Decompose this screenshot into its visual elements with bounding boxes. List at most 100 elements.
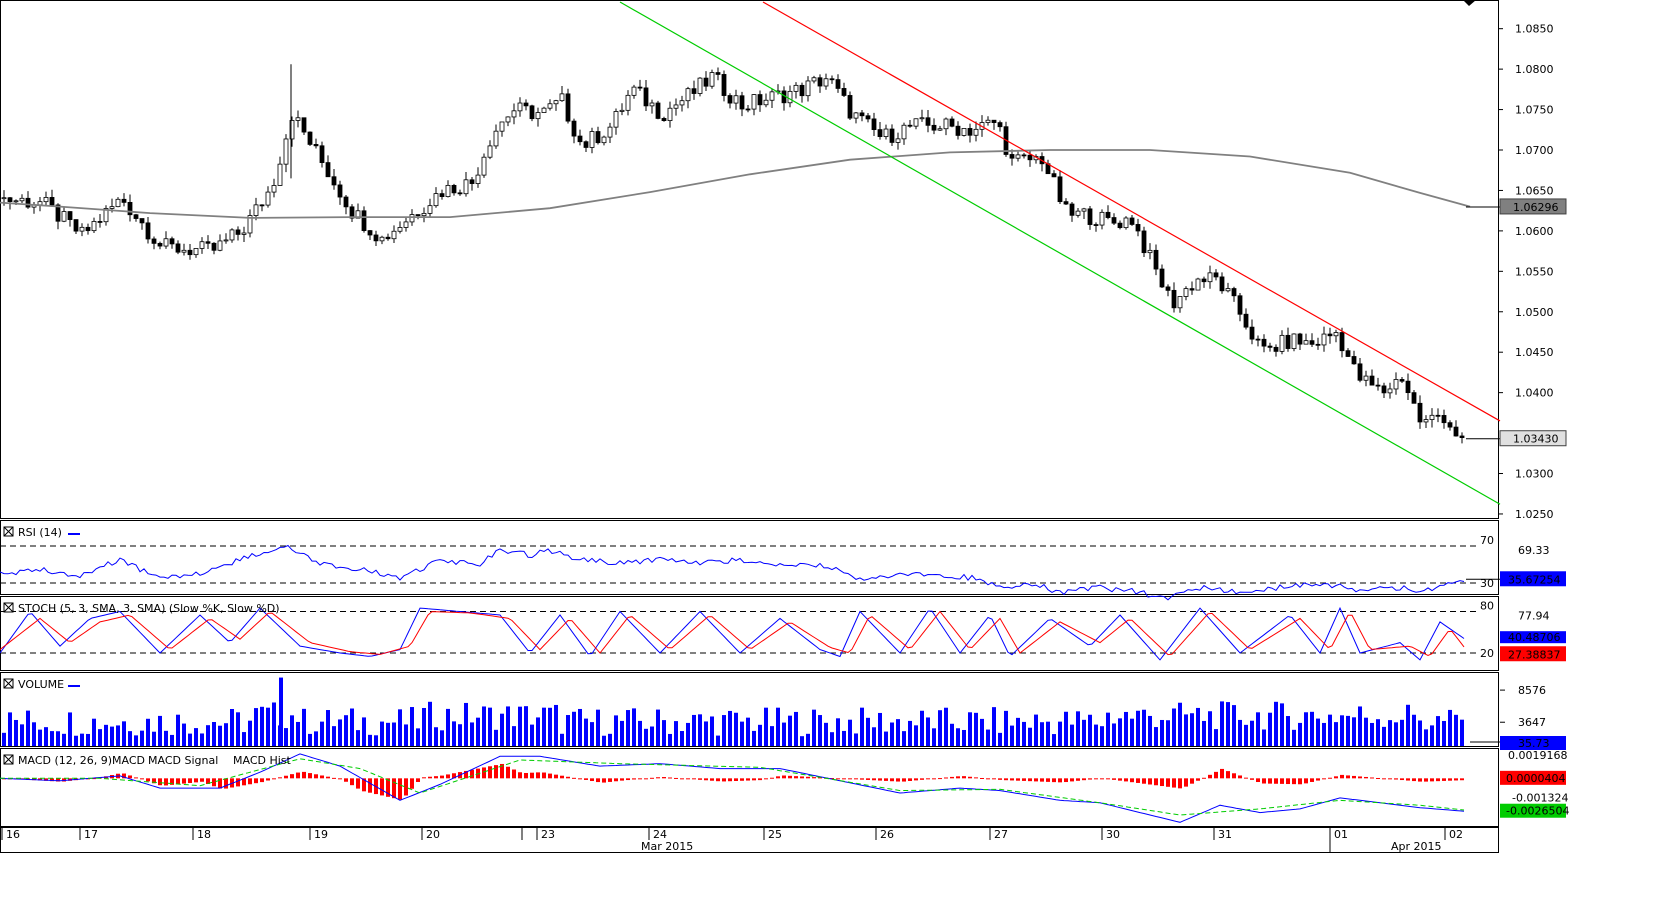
volume-bar [902, 731, 906, 746]
candle-body [307, 131, 313, 145]
volume-bar [1046, 721, 1050, 746]
macd-hist-bar [1136, 778, 1140, 783]
candle-body [1081, 208, 1087, 212]
last-price-box [1499, 430, 1567, 447]
macd-hist-bar [1142, 778, 1146, 784]
macd-hist-bar [146, 778, 150, 782]
macd-hist-bar [356, 778, 360, 789]
candle-body [655, 102, 661, 119]
volume-bar [242, 732, 246, 746]
macd-hist-bar [1454, 778, 1458, 781]
macd-hist-bar [1196, 778, 1200, 781]
volume-bar [1328, 714, 1332, 746]
macd-hist-bar [1394, 778, 1398, 780]
volume-bar [254, 708, 258, 746]
macd-hist-bar [92, 778, 96, 780]
candle-body [217, 240, 223, 251]
macd-hist-bar [728, 778, 732, 782]
volume-bar [530, 724, 534, 746]
volume-bar [350, 708, 354, 746]
candle-body [367, 230, 373, 236]
candle-body [769, 91, 775, 101]
macd-hist-bar [266, 778, 270, 781]
volume-bar [284, 728, 288, 746]
candle-body [1099, 211, 1105, 226]
macd-hist-bar [392, 778, 396, 799]
volume-bar [1286, 716, 1290, 746]
macd-hist-bar [602, 778, 606, 783]
volume-bar [1436, 716, 1440, 746]
candle-body [1381, 385, 1387, 394]
macd-hist-bar [722, 778, 726, 782]
candle-body [1363, 375, 1369, 381]
volume-bar [1256, 712, 1260, 746]
volume-bar [974, 712, 978, 746]
volume-bar [830, 732, 834, 746]
volume-bar [170, 734, 174, 746]
candle-body [223, 239, 229, 242]
macd-hist-bar [1430, 778, 1434, 782]
volume-bar [1316, 718, 1320, 746]
macd-hist-bar [446, 774, 450, 779]
macd-hist-bar [668, 777, 672, 779]
macd-hist-bar [1046, 778, 1050, 782]
macd-hist-bar [194, 778, 198, 783]
volume-bar [266, 707, 270, 746]
volume-bar [356, 730, 360, 746]
volume-bar [344, 715, 348, 746]
macd-hist-bar [1082, 778, 1086, 781]
candle-body [895, 138, 901, 143]
volume-bar [1076, 711, 1080, 746]
rsi-tick-label: 30 [1480, 577, 1494, 590]
macd-hist-bar [872, 778, 876, 781]
volume-bar [860, 707, 864, 746]
macd-hist-bar [974, 777, 978, 779]
stoch-tick-label: 80 [1480, 600, 1494, 613]
candle-body [43, 197, 49, 203]
candle-body [295, 117, 301, 121]
macd-hist-bar [638, 778, 642, 780]
macd-legend-entry: MACD Hist [233, 754, 292, 767]
macd-hist-bar [794, 776, 798, 779]
candle-body [319, 145, 325, 163]
macd-hist-bar [800, 776, 804, 779]
macd-legend-entry: MACD Signal [148, 754, 218, 767]
macd-hist-bar [1226, 771, 1230, 779]
volume-bar [722, 715, 726, 746]
macd-hist-bar [386, 778, 390, 797]
macd-hist-bar [1202, 777, 1206, 779]
volume-bar [500, 713, 504, 746]
macd-hist-bar [854, 778, 858, 780]
macd-hist-bar [218, 778, 222, 789]
volume-bar [524, 706, 528, 746]
macd-hist-bar [500, 763, 504, 779]
volume-bar [488, 707, 492, 746]
macd-hist-bar [1106, 778, 1110, 780]
candle-body [109, 206, 115, 209]
macd-hist-bar [1064, 778, 1068, 783]
macd-panel-frame [0, 748, 1499, 827]
candle-body [883, 128, 889, 137]
candle-body [613, 111, 619, 128]
panel-close-icon-stroke [3, 526, 14, 537]
candle-body [253, 204, 259, 216]
volume-bar [1424, 729, 1428, 746]
volume-bar [1094, 724, 1098, 746]
stoch-d-value-label: 27.38837 [1508, 648, 1561, 661]
volume-bar [518, 706, 522, 746]
stoch-k-value-box [1500, 631, 1566, 644]
macd-hist-bar [758, 778, 762, 781]
volume-bar [1460, 719, 1464, 746]
candle-body [877, 129, 883, 137]
macd-hist-bar [380, 778, 384, 796]
candle-body [733, 95, 739, 104]
macd-hist-bar [488, 766, 492, 779]
volume-bar [824, 722, 828, 746]
stoch-d-value-box [1500, 646, 1566, 662]
macd-hist-bar [206, 778, 210, 785]
macd-hist-value-box [1500, 770, 1566, 785]
candle-body [457, 192, 463, 195]
candle-body [637, 86, 643, 89]
candle-body [397, 227, 403, 232]
macd-hist-bar [950, 776, 954, 779]
